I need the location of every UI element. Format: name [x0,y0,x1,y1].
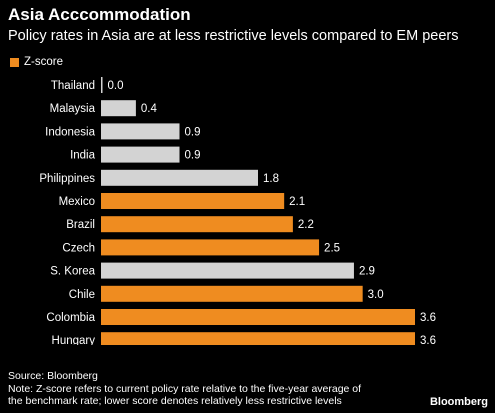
category-label: Brazil [66,219,95,231]
bar [101,239,320,256]
bar [101,193,285,209]
bar [101,332,415,345]
value-label: 2.2 [298,219,314,231]
value-label: 0.4 [141,103,158,115]
value-label: 0.9 [185,126,201,138]
note-line-2: the benchmark rate; lower score denotes … [8,395,342,407]
value-label: 2.9 [359,266,375,278]
bar [101,216,293,233]
category-label: Colombia [46,312,95,324]
value-label: 3.0 [368,289,384,301]
bar [101,262,354,279]
category-label: Mexico [59,196,95,208]
source-block: Source: Bloomberg Note: Z-score refers t… [8,370,361,408]
category-label: Philippines [39,173,95,185]
value-label: 1.8 [263,173,279,185]
bar [101,169,258,186]
legend-label: Z-score [24,56,63,68]
value-label: 3.6 [420,335,436,345]
value-label: 2.1 [289,196,305,208]
value-label: 0.9 [185,150,201,162]
category-label: India [70,150,96,162]
category-label: Czech [62,242,95,254]
note-line-1: Note: Z-score refers to current policy r… [8,382,362,395]
bar [101,123,180,140]
bar [101,77,103,93]
category-label: S. Korea [50,266,95,278]
value-label: 3.6 [420,312,436,324]
bar [101,100,136,117]
bar [101,309,415,325]
category-label: Hungary [52,335,96,345]
chart-subtitle: Policy rates in Asia are at less restric… [8,28,459,44]
category-label: Malaysia [50,103,96,115]
category-label: Thailand [51,80,95,92]
value-label: 0.0 [108,80,124,92]
category-label: Chile [69,289,95,301]
category-label: Indonesia [45,126,95,138]
brand-logo: Bloomberg [429,396,488,408]
value-label: 2.5 [324,242,340,254]
legend-swatch [10,57,19,67]
bar [101,285,363,302]
chart-title: Asia Acccommodation [8,5,191,24]
bar-chart: Thailand 0.0 Malaysia 0.4 Indonesia 0.9 India 0… [39,77,436,345]
source-text: Source: Bloomberg [8,370,98,382]
legend: Z-score [10,56,63,68]
bar [101,146,180,163]
